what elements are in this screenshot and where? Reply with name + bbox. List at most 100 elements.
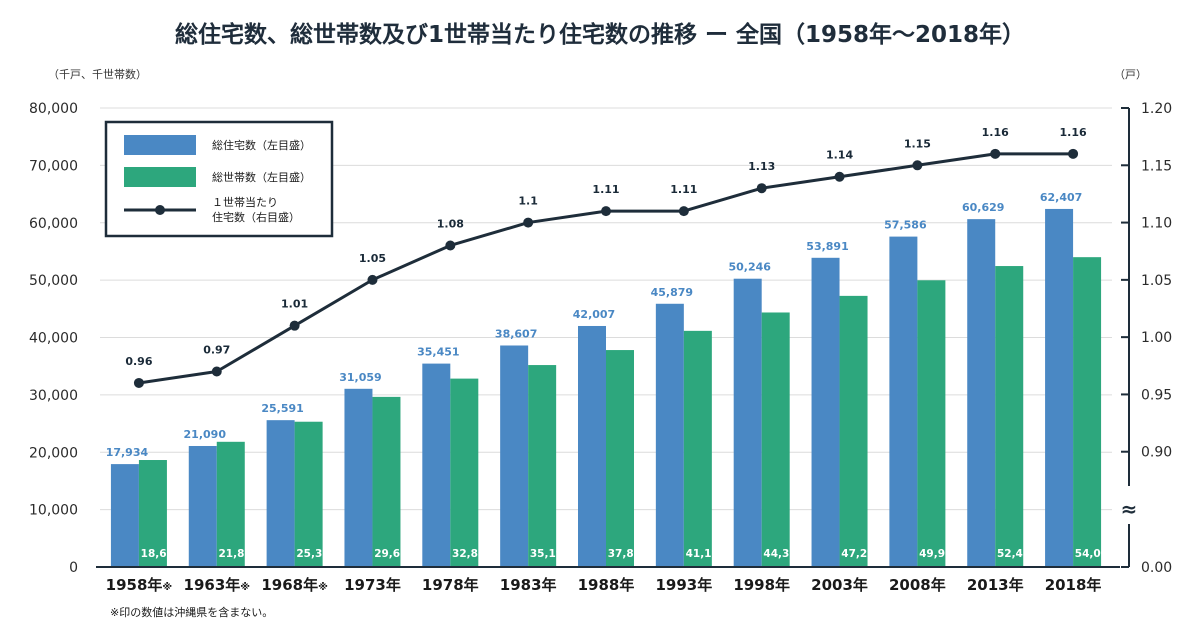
- label-houses: 42,007: [573, 308, 615, 321]
- bar-households: [216, 441, 245, 567]
- x-tick-text: 1998年: [733, 576, 790, 594]
- label-households: 44,360: [763, 548, 804, 560]
- legend-label-houses: 総住宅数（左目盛）: [212, 138, 311, 152]
- chart-title: 総住宅数、総世帯数及び1世帯当たり住宅数の推移 ー 全国（1958年～2018年…: [175, 21, 1025, 48]
- label-houses: 38,607: [495, 327, 537, 340]
- label-ratio: 1.14: [826, 149, 853, 162]
- label-ratio: 0.97: [203, 344, 230, 357]
- label-households: 32,835: [452, 548, 493, 560]
- x-tick-mark: ※: [240, 581, 250, 593]
- left-tick-label: 40,000: [29, 331, 78, 347]
- right-tick-label: 1.00: [1141, 330, 1172, 346]
- right-tick-label: 0.95: [1141, 387, 1172, 403]
- label-houses: 45,879: [651, 286, 693, 299]
- x-tick-label: 1993年: [655, 576, 712, 594]
- label-houses: 21,090: [184, 428, 227, 441]
- left-tick-label: 50,000: [29, 273, 78, 289]
- x-tick-label: 2013年: [967, 576, 1024, 594]
- x-tick-text: 1958年: [106, 576, 163, 594]
- right-tick-label: 1.10: [1141, 216, 1172, 232]
- x-tick-label: 1998年: [733, 576, 790, 594]
- axis-break-symbol: ≈: [1121, 497, 1138, 521]
- x-tick-text: 1963年: [184, 576, 241, 594]
- bar-series: [110, 208, 1102, 568]
- footnote: ※印の数値は沖縄県を含まない。: [110, 605, 273, 619]
- label-households: 54,001: [1075, 548, 1116, 560]
- legend-swatch-households: [124, 167, 196, 187]
- label-households: 18,647: [141, 548, 182, 560]
- label-households: 52,453: [997, 548, 1038, 560]
- label-ratio: 1.13: [748, 160, 775, 173]
- ratio-point: [756, 183, 767, 194]
- left-tick-label: 80,000: [29, 101, 78, 117]
- line-series: [133, 148, 1079, 388]
- label-ratio: 1.05: [359, 252, 386, 265]
- ratio-point: [834, 171, 845, 182]
- left-tick-label: 30,000: [29, 388, 78, 404]
- label-ratio: 1.15: [904, 137, 931, 150]
- ratio-point: [990, 148, 1001, 159]
- right-tick-label-zero: 0.00: [1141, 560, 1172, 576]
- bar-houses: [344, 388, 373, 567]
- x-tick-mark: ※: [318, 581, 328, 593]
- label-ratio: 1.08: [437, 217, 464, 230]
- bar-households: [450, 378, 479, 567]
- ratio-point: [1068, 148, 1079, 159]
- x-tick-label: 2008年: [889, 576, 946, 594]
- bar-households: [1073, 257, 1102, 567]
- label-ratio: 1.01: [281, 298, 308, 311]
- ratio-point: [912, 160, 923, 171]
- label-houses: 25,591: [261, 402, 303, 415]
- label-ratio: 1.11: [670, 183, 697, 196]
- ratio-point: [523, 217, 534, 228]
- label-ratio: 1.16: [982, 126, 1009, 139]
- bar-houses: [733, 278, 762, 567]
- label-households: 35,197: [530, 548, 571, 560]
- ratio-point: [289, 320, 300, 331]
- label-households: 29,651: [374, 548, 415, 560]
- x-tick-label: 2003年: [811, 576, 868, 594]
- x-tick-label: 1978年: [422, 576, 479, 594]
- x-tick-text: 2003年: [811, 576, 868, 594]
- ratio-point: [133, 377, 144, 388]
- left-tick-label: 70,000: [29, 158, 78, 174]
- bar-households: [683, 330, 712, 567]
- x-tick-text: 1978年: [422, 576, 479, 594]
- left-tick-label: 0: [69, 560, 78, 576]
- bar-houses: [655, 303, 684, 567]
- ratio-point: [211, 366, 222, 377]
- bar-houses: [811, 257, 840, 567]
- bar-houses: [110, 464, 139, 567]
- label-ratio: 1.16: [1060, 126, 1087, 139]
- x-tick-text: 2013年: [967, 576, 1024, 594]
- label-houses: 53,891: [806, 240, 848, 253]
- x-tick-mark: ※: [162, 581, 172, 593]
- label-ratio: 1.1: [518, 195, 538, 208]
- x-tick-text: 1993年: [655, 576, 712, 594]
- data-labels: 17,934 18,647 21,090 21,821 25,591 25,320 31,0…: [106, 126, 1116, 560]
- ratio-point: [601, 206, 611, 217]
- bar-houses: [889, 236, 918, 567]
- right-tick-label: 1.15: [1141, 158, 1172, 174]
- ratio-point: [367, 274, 378, 285]
- x-tick-text: 2018年: [1045, 576, 1102, 594]
- x-tick-label: 1988年: [578, 576, 635, 594]
- right-tick-label: 1.05: [1141, 273, 1172, 289]
- x-tick-text: 1973年: [344, 576, 401, 594]
- label-ratio: 0.96: [125, 355, 152, 368]
- bar-houses: [1045, 208, 1074, 568]
- legend-label-ratio-line1: １世帯当たり: [212, 195, 278, 209]
- x-tick-label: 1963年※: [184, 576, 250, 594]
- legend-swatch-houses: [124, 135, 196, 155]
- bar-households: [372, 396, 401, 567]
- ratio-point: [445, 240, 456, 251]
- bar-households: [138, 460, 167, 567]
- bar-houses: [188, 445, 217, 567]
- label-houses: 17,934: [106, 446, 149, 459]
- label-households: 37,812: [608, 548, 649, 560]
- x-tick-label: 1968年※: [261, 576, 327, 594]
- legend-line-marker: [155, 205, 165, 215]
- bar-households: [761, 312, 790, 567]
- label-houses: 60,629: [962, 201, 1004, 214]
